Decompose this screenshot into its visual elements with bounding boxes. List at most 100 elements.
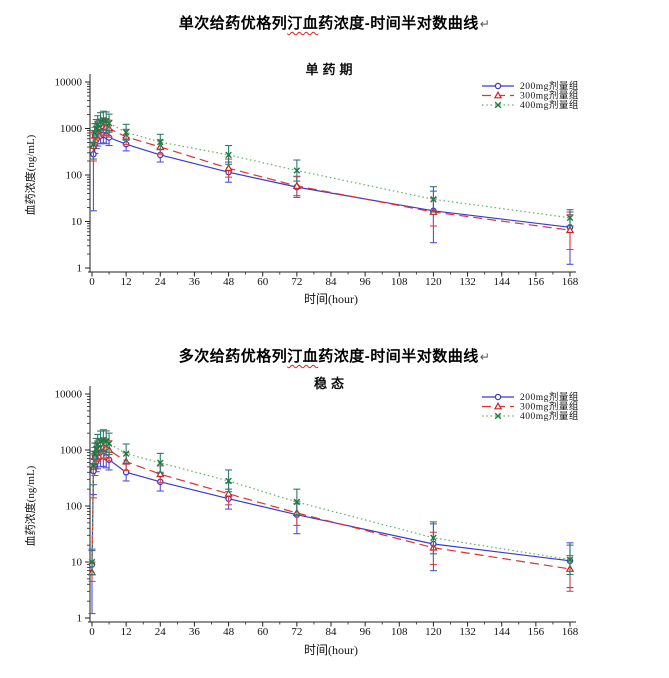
- x-marker: [156, 138, 164, 146]
- y-tick-label: 1: [77, 263, 83, 275]
- x-tick-label: 84: [326, 276, 338, 288]
- x-marker: [566, 556, 574, 563]
- circle-marker: [494, 393, 502, 401]
- series-300mg剂量组: [89, 117, 575, 251]
- x-marker: [122, 128, 130, 136]
- title1-spellcheck-segment: 汀血: [287, 15, 319, 32]
- x-tick-label: 72: [291, 276, 302, 288]
- x-tick-label: 36: [189, 276, 201, 288]
- x-marker: [92, 445, 100, 453]
- x-tick-label: 60: [257, 626, 269, 638]
- x-tick-label: 144: [493, 626, 510, 638]
- series-line: [92, 125, 571, 231]
- x-tick-label: 156: [528, 276, 545, 288]
- chart-title: 单药期: [305, 62, 356, 77]
- series-400mg剂量组: [88, 429, 574, 575]
- x-tick-label: 96: [360, 276, 372, 288]
- chart-single-dose-semilog: 单药期 1 10 100 1000 10000 血药浓度(ng/mL) 0 12 24 36 48 60…: [23, 62, 579, 306]
- legend-label: 200mg剂量组: [520, 391, 579, 403]
- x-marker: [92, 125, 100, 132]
- triangle-marker: [224, 163, 233, 172]
- series-400mg剂量组: [89, 110, 574, 227]
- y-tick-label: 100: [66, 170, 83, 182]
- x-marker: [494, 412, 502, 420]
- x-tick-label: 12: [121, 626, 132, 638]
- axes: [88, 386, 576, 623]
- x-tick-label: 120: [425, 276, 442, 288]
- x-tick-label: 72: [291, 626, 302, 638]
- x-tick-label: 132: [459, 626, 476, 638]
- legend-label: 400mg剂量组: [520, 99, 579, 111]
- y-axis-label: 血药浓度(ng/mL): [23, 465, 37, 546]
- x-tick-label: 168: [562, 626, 579, 638]
- x-axis-ticks: 0 12 24 36 48 60 72 84 96 108 120 132 144 156 168: [89, 622, 579, 638]
- x-tick-label: 48: [223, 626, 235, 638]
- x-marker: [293, 167, 301, 174]
- x-tick-label: 108: [391, 626, 408, 638]
- triangle-marker: [565, 225, 575, 234]
- axes: [88, 74, 576, 273]
- triangle-marker: [292, 181, 301, 189]
- paragraph-return-mark: ↵: [479, 350, 491, 364]
- x-marker: [91, 450, 99, 458]
- triangle-marker: [493, 401, 503, 410]
- chart-steady-state-semilog: 稳态 1 10 100 1000 10000 血药浓度(ng/mL) 0 12 24 36 48 60 7…: [23, 376, 579, 657]
- y-tick-label: 1000: [60, 445, 83, 457]
- y-tick-label: 10000: [55, 389, 83, 401]
- y-tick-label: 1000: [60, 123, 83, 135]
- y-tick-label: 10: [71, 557, 83, 569]
- x-tick-label: 120: [425, 626, 442, 638]
- x-tick-label: 36: [189, 626, 201, 638]
- x-tick-label: 156: [528, 626, 545, 638]
- x-tick-label: 60: [257, 276, 269, 288]
- title2-prefix: 多次给药优格列: [178, 348, 288, 365]
- x-tick-label: 24: [155, 626, 167, 638]
- x-marker: [105, 440, 113, 447]
- x-tick-label: 96: [360, 626, 372, 638]
- x-marker: [122, 450, 130, 457]
- legend-label: 300mg剂量组: [520, 401, 579, 413]
- x-tick-label: 132: [459, 276, 476, 288]
- title1-suffix: 药浓度-时间半对数曲线: [318, 15, 479, 32]
- legend-label: 200mg剂量组: [520, 80, 579, 92]
- x-axis-label: 时间(hour): [304, 292, 358, 306]
- y-axis-ticks: 1 10 100 1000 10000: [55, 77, 90, 275]
- triangle-marker: [156, 469, 165, 478]
- series-line: [92, 119, 571, 219]
- y-tick-label: 1: [77, 613, 83, 625]
- circle-marker: [494, 82, 502, 90]
- series-300mg剂量组: [87, 437, 575, 592]
- paragraph-return-mark: ↵: [479, 17, 491, 31]
- x-marker: [88, 558, 96, 566]
- x-marker: [105, 119, 113, 127]
- title2-suffix: 药浓度-时间半对数曲线: [318, 348, 479, 365]
- legend-label: 300mg剂量组: [520, 90, 579, 102]
- x-marker: [91, 129, 99, 137]
- x-marker: [90, 141, 97, 148]
- x-marker: [225, 477, 232, 485]
- x-axis-label: 时间(hour): [304, 643, 358, 657]
- x-marker: [430, 534, 437, 542]
- series-line: [91, 439, 571, 563]
- x-tick-label: 108: [391, 276, 408, 288]
- title2-spellcheck-segment: 汀血: [287, 348, 319, 365]
- x-tick-label: 84: [326, 626, 338, 638]
- y-tick-label: 10: [71, 216, 83, 228]
- y-tick-label: 100: [66, 501, 83, 513]
- x-marker: [225, 151, 232, 159]
- chart-title: 稳态: [314, 376, 348, 391]
- x-tick-label: 48: [223, 276, 235, 288]
- x-tick-label: 12: [121, 276, 132, 288]
- x-tick-label: 168: [562, 276, 579, 288]
- x-marker: [156, 459, 164, 467]
- y-axis-ticks: 1 10 100 1000 10000: [55, 389, 90, 625]
- x-tick-label: 24: [155, 276, 167, 288]
- x-marker: [90, 462, 97, 470]
- document-title-single-dose: 单次给药优格列汀血药浓度-时间半对数曲线↵: [0, 12, 669, 33]
- triangle-marker: [224, 489, 233, 497]
- x-tick-label: 0: [89, 626, 95, 638]
- y-axis-label: 血药浓度(ng/mL): [23, 134, 37, 215]
- x-marker: [293, 498, 301, 506]
- y-tick-label: 10000: [55, 77, 83, 89]
